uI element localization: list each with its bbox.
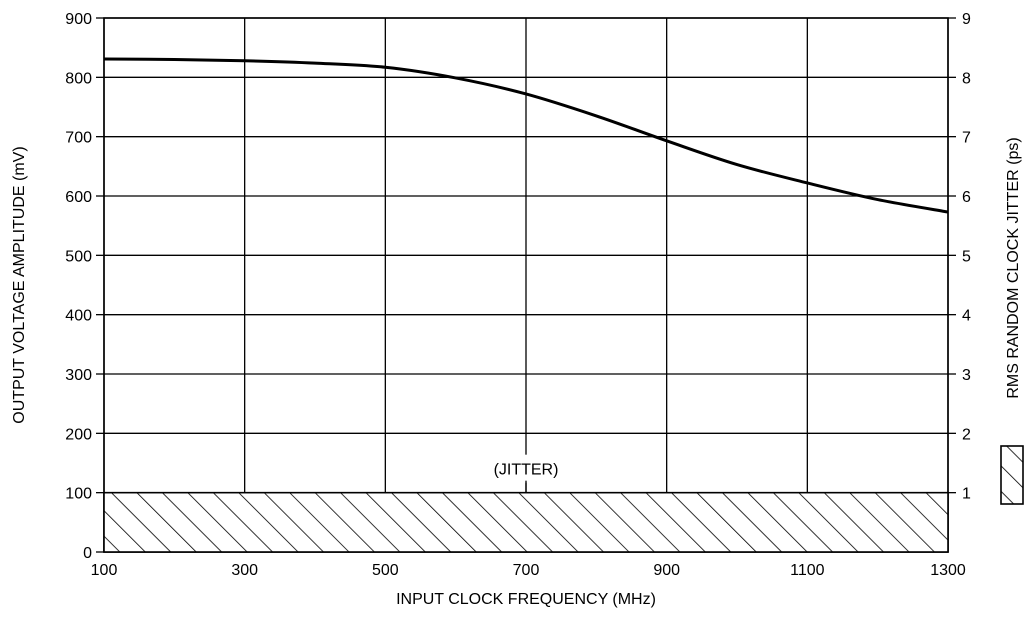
x-tick-label-700: 700 <box>513 562 540 579</box>
tick-layer: 100 300 500 700 900 1100 130001002003004005006… <box>65 11 971 579</box>
y2-tick-label-9: 9 <box>962 11 971 28</box>
y-tick-label-200: 200 <box>65 426 92 443</box>
y2-tick-label-5: 5 <box>962 248 971 265</box>
jitter-band-label: (JITTER) <box>494 462 559 479</box>
y-tick-label-0: 0 <box>83 545 92 562</box>
y-tick-label-300: 300 <box>65 367 92 384</box>
y2-tick-label-6: 6 <box>962 189 971 206</box>
y-axis-label: OUTPUT VOLTAGE AMPLITUDE (mV) <box>11 146 28 423</box>
x-tick-label-100: 100 <box>91 562 118 579</box>
y2-tick-label-2: 2 <box>962 426 971 443</box>
y-tick-label-700: 700 <box>65 130 92 147</box>
x-tick-label-500: 500 <box>372 562 399 579</box>
y2-tick-label-8: 8 <box>962 70 971 87</box>
y-tick-label-100: 100 <box>65 486 92 503</box>
y-tick-label-400: 400 <box>65 308 92 325</box>
jitter-label-bg <box>478 454 574 481</box>
y-tick-label-900: 900 <box>65 11 92 28</box>
y2-tick-label-7: 7 <box>962 130 971 147</box>
y-tick-label-600: 600 <box>65 189 92 206</box>
y-tick-label-800: 800 <box>65 70 92 87</box>
jitter-legend-swatch <box>1000 445 1024 505</box>
x-tick-label-1300: 1300 <box>930 562 966 579</box>
x-tick-label-1100: 1100 <box>790 562 825 579</box>
y2-tick-label-3: 3 <box>962 367 971 384</box>
y2-axis-label: RMS RANDOM CLOCK JITTER (ps) <box>1005 137 1022 398</box>
x-tick-label-300: 300 <box>231 562 258 579</box>
series-line-0 <box>103 57 949 214</box>
y2-tick-label-1: 1 <box>962 486 971 503</box>
y-tick-label-500: 500 <box>65 248 92 265</box>
x-tick-label-900: 900 <box>653 562 680 579</box>
label-layer: INPUT CLOCK FREQUENCY (MHz) OUTPUT VOLTAG… <box>11 137 1024 608</box>
jitter-band-area: (JITTER) <box>103 454 949 553</box>
y2-tick-label-4: 4 <box>962 308 971 325</box>
x-axis-label: INPUT CLOCK FREQUENCY (MHz) <box>396 591 656 608</box>
series-layer <box>103 57 949 214</box>
jitter-band <box>103 491 949 553</box>
